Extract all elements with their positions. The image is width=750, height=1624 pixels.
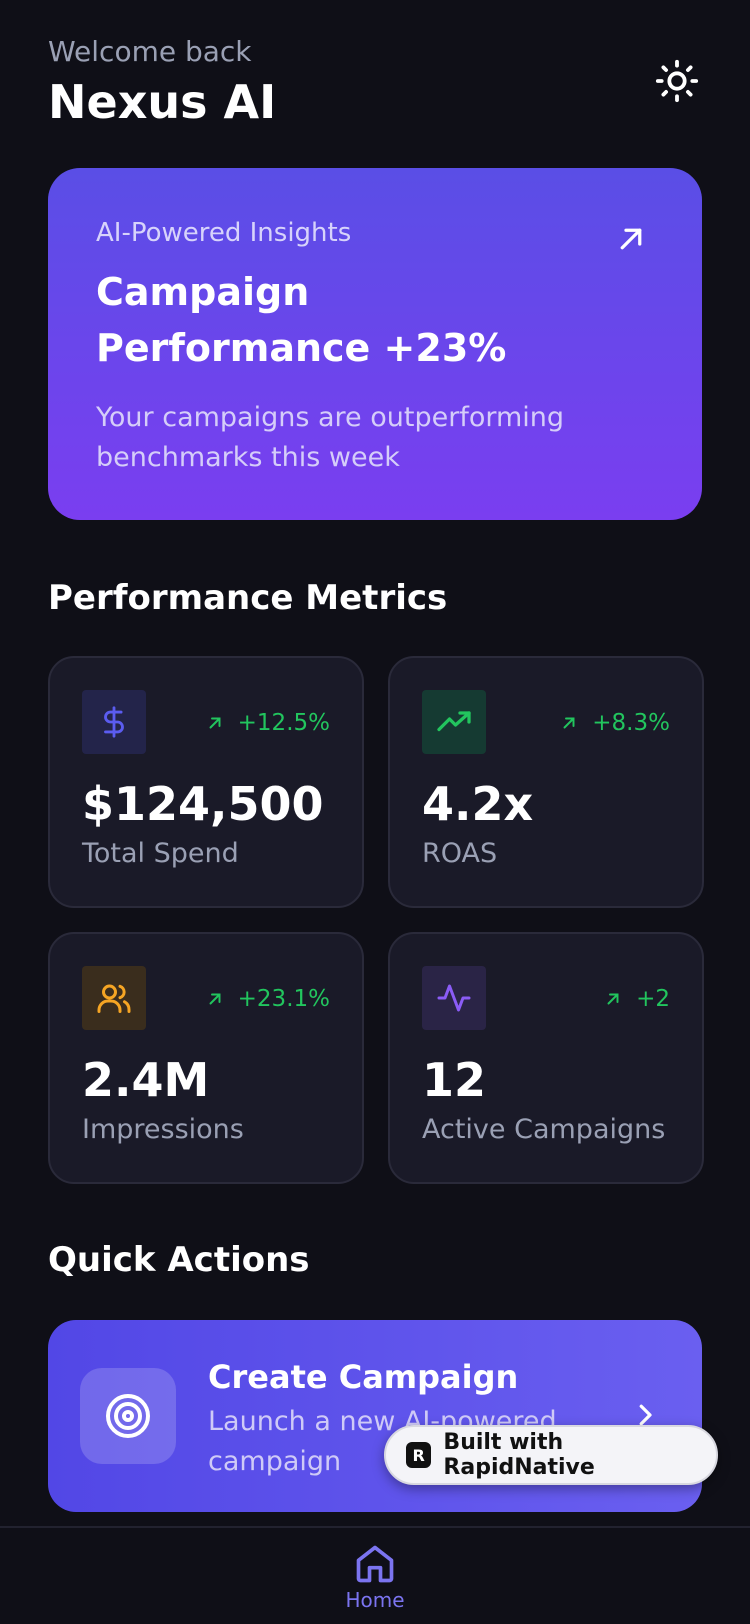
dollar-icon	[104, 706, 124, 738]
target-icon	[106, 1394, 150, 1438]
metric-label: Impressions	[82, 1114, 244, 1145]
metric-card-roas[interactable]: +8.3% 4.2x ROAS	[388, 656, 704, 908]
metric-icon-container	[422, 966, 486, 1030]
metric-change-value: +2	[636, 986, 670, 1012]
metric-change: +23.1%	[206, 986, 330, 1012]
insight-description: Your campaigns are outperforming benchma…	[96, 402, 565, 473]
metric-label: Active Campaigns	[422, 1114, 666, 1145]
sun-icon	[655, 59, 699, 103]
nav-home-label: Home	[345, 1588, 405, 1612]
home-icon	[356, 1545, 394, 1583]
metric-icon-container	[82, 690, 146, 754]
quick-actions-title: Quick Actions	[48, 1240, 310, 1280]
action-description: Launch a new AI-powered campaign	[208, 1406, 557, 1477]
arrow-up-right-icon	[607, 993, 619, 1005]
metric-change-value: +8.3%	[592, 710, 670, 736]
welcome-text: Welcome back	[48, 35, 252, 68]
rapidnative-logo-icon: R	[406, 1442, 432, 1468]
metric-change: +2	[604, 986, 670, 1012]
action-title: Create Campaign	[208, 1358, 519, 1396]
metric-label: ROAS	[422, 838, 498, 869]
insight-kicker: AI-Powered Insights	[96, 218, 352, 248]
metric-card-total-spend[interactable]: +12.5% $124,500 Total Spend	[48, 656, 364, 908]
metrics-section-title: Performance Metrics	[48, 578, 448, 618]
metric-icon-container	[82, 966, 146, 1030]
theme-toggle-button[interactable]	[652, 56, 702, 106]
metric-icon-container	[422, 690, 486, 754]
metric-card-active-campaigns[interactable]: +2 12 Active Campaigns	[388, 932, 704, 1184]
arrow-up-right-icon[interactable]	[616, 224, 646, 254]
metric-value: 2.4M	[82, 1053, 210, 1107]
metric-change: +12.5%	[206, 710, 330, 736]
metric-label: Total Spend	[82, 838, 239, 869]
badge-text: Built with RapidNative	[443, 1430, 595, 1480]
metric-value: $124,500	[82, 777, 324, 831]
arrow-up-right-icon	[209, 993, 221, 1005]
header: Welcome back Nexus AI	[48, 34, 702, 134]
metric-change-value: +23.1%	[237, 986, 330, 1012]
arrow-up-right-icon	[209, 717, 221, 729]
metric-value: 4.2x	[422, 777, 534, 831]
bottom-navigation: Home	[0, 1526, 750, 1624]
chevron-right-icon	[639, 1404, 652, 1426]
metric-change-value: +12.5%	[237, 710, 330, 736]
users-icon	[97, 984, 131, 1013]
arrow-up-right-icon	[563, 717, 575, 729]
built-with-badge[interactable]: R Built with RapidNative	[384, 1425, 718, 1485]
metric-change: +8.3%	[560, 710, 670, 736]
metric-card-impressions[interactable]: +23.1% 2.4M Impressions	[48, 932, 364, 1184]
metric-value: 12	[422, 1053, 487, 1107]
trending-up-icon	[437, 711, 471, 732]
action-icon-container	[80, 1368, 176, 1464]
nav-item-home[interactable]: Home	[335, 1542, 415, 1624]
app-title: Nexus AI	[48, 75, 277, 129]
activity-icon	[437, 984, 471, 1012]
insight-card[interactable]: AI-Powered Insights Campaign Performance…	[48, 168, 702, 520]
insight-title: Campaign Performance +23%	[96, 270, 507, 370]
